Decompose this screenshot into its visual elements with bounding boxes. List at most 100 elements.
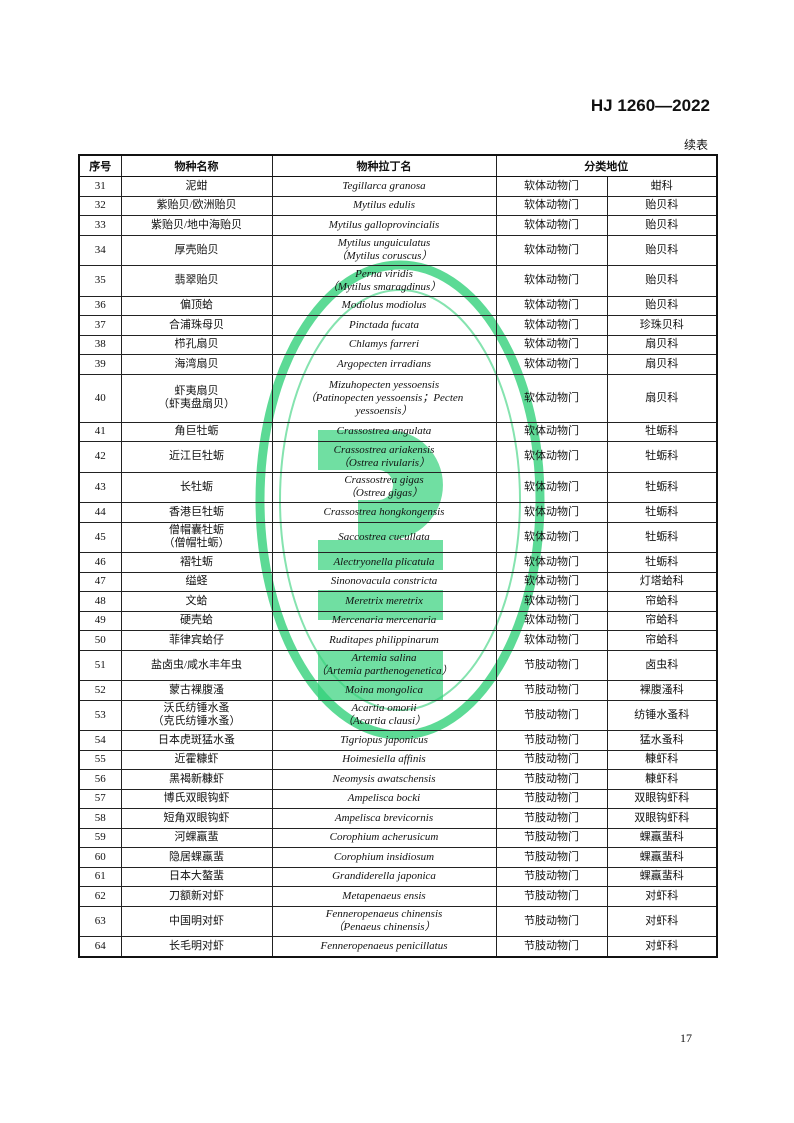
phylum: 软体动物门 <box>524 594 579 607</box>
species-name: 翡翠贻贝 <box>174 274 219 287</box>
table-row: 46 褶牡蛎 Alectryonella plicatula 软体动物门 牡蛎科 <box>78 552 718 573</box>
phylum: 节肢动物门 <box>524 753 579 766</box>
table-row: 49 硬壳蛤 Mercenaria mercenaria 软体动物门 帘蛤科 <box>78 610 718 631</box>
latin-name-synonym: （Mytilus smaragdinus） <box>326 280 442 293</box>
species-name: 栉孔扇贝 <box>174 338 219 351</box>
latin-name-synonym: （Ostrea rivularis） <box>337 456 431 469</box>
family: 糠虾科 <box>645 753 679 766</box>
header-latin: 物种拉丁名 <box>271 154 497 177</box>
family: 蜾蠃蜚科 <box>639 870 684 883</box>
table-row: 56 黑褐新糠虾 Neomysis awatschensis 节肢动物门 糠虾科 <box>78 769 718 790</box>
species-name: 蒙古裸腹溞 <box>169 683 224 696</box>
phylum: 软体动物门 <box>524 218 579 231</box>
phylum: 软体动物门 <box>524 450 579 463</box>
phylum: 软体动物门 <box>524 425 579 438</box>
latin-name: Perna viridis <box>355 267 413 280</box>
table-row: 39 海湾扇贝 Argopecten irradians 软体动物门 扇贝科 <box>78 354 718 375</box>
family: 对虾科 <box>645 914 679 927</box>
species-name: 泥蚶 <box>185 179 208 192</box>
phylum: 软体动物门 <box>524 338 579 351</box>
table-row: 63 中国明对虾 Fenneropenaeus chinensis （Penaeus … <box>78 905 718 937</box>
family: 猛水蚤科 <box>639 733 684 746</box>
phylum: 软体动物门 <box>524 614 579 627</box>
row-number: 53 <box>94 708 106 721</box>
row-number: 46 <box>94 555 106 568</box>
family: 对虾科 <box>645 939 679 952</box>
table-row: 31 泥蚶 Tegillarca granosa 软体动物门 蚶科 <box>78 176 718 197</box>
phylum: 软体动物门 <box>524 179 579 192</box>
row-number: 40 <box>94 391 106 404</box>
table-row: 53 沃氏纺锤水蚤 （克氏纺锤水蚤） Acartia omorii （Acartia c… <box>78 699 718 731</box>
phylum: 节肢动物门 <box>524 683 579 696</box>
table-row: 54 日本虎斑猛水蚤 Tigriopus japonicus 节肢动物门 猛水蚤科 <box>78 730 718 751</box>
latin-name: Artemia salina <box>351 652 417 665</box>
phylum: 软体动物门 <box>524 555 579 568</box>
latin-name: Crassostrea angulata <box>336 425 432 438</box>
species-name-alt: （僧帽牡蛎） <box>163 537 230 550</box>
phylum: 软体动物门 <box>524 243 579 256</box>
species-name: 隐居蜾蠃蜚 <box>169 850 224 863</box>
latin-name: Mercenaria mercenaria <box>331 614 437 627</box>
latin-name: Ampelisca brevicornis <box>334 811 434 824</box>
table-row: 34 厚壳贻贝 Mytilus unguiculatus （Mytilus corus… <box>78 234 718 266</box>
phylum: 软体动物门 <box>524 318 579 331</box>
table-row: 50 菲律宾蛤仔 Ruditapes philippinarum 软体动物门 帘蛤科 <box>78 630 718 651</box>
table-row: 64 长毛明对虾 Fenneropenaeus penicillatus 节肢动物门 对… <box>78 936 718 957</box>
latin-name: Sinonovacula constricta <box>330 575 438 588</box>
phylum: 软体动物门 <box>524 391 579 404</box>
latin-name: Moina mongolica <box>345 683 423 696</box>
page-number: 17 <box>680 1031 692 1045</box>
species-name: 香港巨牡蛎 <box>169 505 224 518</box>
row-number: 42 <box>94 450 106 463</box>
species-name: 虾夷扇贝 <box>174 385 219 397</box>
family: 扇贝科 <box>645 391 679 404</box>
family: 双眼钩虾科 <box>634 792 690 805</box>
species-name: 紫贻贝/欧洲贻贝 <box>156 199 237 212</box>
row-number: 31 <box>94 179 106 192</box>
phylum: 节肢动物门 <box>524 939 579 952</box>
latin-name: Corophium acherusicum <box>329 831 439 844</box>
species-name: 盐卤虫/咸水丰年虫 <box>150 658 243 671</box>
species-name: 长牡蛎 <box>180 480 213 493</box>
row-number: 58 <box>94 811 106 824</box>
phylum: 节肢动物门 <box>524 733 579 746</box>
latin-name: Crassostrea ariakensis <box>333 443 435 456</box>
species-name: 褶牡蛎 <box>180 555 213 568</box>
table-row: 33 紫贻贝/地中海贻贝 Mytilus galloprovincialis 软体动物… <box>78 215 718 236</box>
species-name-alt: （克氏纺锤水蚤） <box>152 715 241 728</box>
phylum: 软体动物门 <box>524 633 579 646</box>
species-name: 文蛤 <box>185 594 208 607</box>
species-name: 日本大螯蜚 <box>169 870 224 883</box>
family: 对虾科 <box>645 889 679 902</box>
latin-name-synonym-cont: yessoensis） <box>355 404 413 417</box>
table-row: 44 香港巨牡蛎 Crassostrea hongkongensis 软体动物门 牡蛎科 <box>78 502 718 523</box>
table-row: 37 合浦珠母贝 Pinctada fucata 软体动物门 珍珠贝科 <box>78 315 718 336</box>
row-number: 54 <box>94 733 106 746</box>
family: 灯塔蛤科 <box>639 575 684 588</box>
phylum: 节肢动物门 <box>524 792 579 805</box>
species-name: 缢蛏 <box>185 575 208 588</box>
family: 贻贝科 <box>645 274 679 287</box>
table-row: 36 偏顶蛤 Modiolus modiolus 软体动物门 贻贝科 <box>78 295 718 316</box>
species-name: 黑褐新糠虾 <box>169 772 224 785</box>
phylum: 软体动物门 <box>524 480 579 493</box>
latin-name: Hoimesiella affinis <box>342 753 426 766</box>
family: 牡蛎科 <box>645 480 679 493</box>
family: 帘蛤科 <box>645 633 679 646</box>
row-number: 64 <box>94 939 106 952</box>
latin-name: Grandiderella japonica <box>332 870 436 883</box>
family: 贻贝科 <box>645 243 679 256</box>
table-row: 35 翡翠贻贝 Perna viridis （Mytilus smaragdinus）… <box>78 265 718 297</box>
standard-code: HJ 1260—2022 <box>590 96 710 115</box>
row-number: 50 <box>94 633 106 646</box>
row-number: 39 <box>94 357 106 370</box>
family: 牡蛎科 <box>645 425 679 438</box>
latin-name: Fenneropenaeus chinensis <box>325 908 443 921</box>
family: 帘蛤科 <box>645 594 679 607</box>
row-number: 43 <box>94 480 106 493</box>
header-classification: 分类地位 <box>495 154 718 177</box>
species-name: 紫贻贝/地中海贻贝 <box>150 218 243 231</box>
table-row: 45 僧帽囊牡蛎 （僧帽牡蛎） Saccostrea cucullata 软体动物门 牡蛎… <box>78 521 718 553</box>
latin-name: Meretrix meretrix <box>345 594 423 607</box>
family: 贻贝科 <box>645 299 679 312</box>
